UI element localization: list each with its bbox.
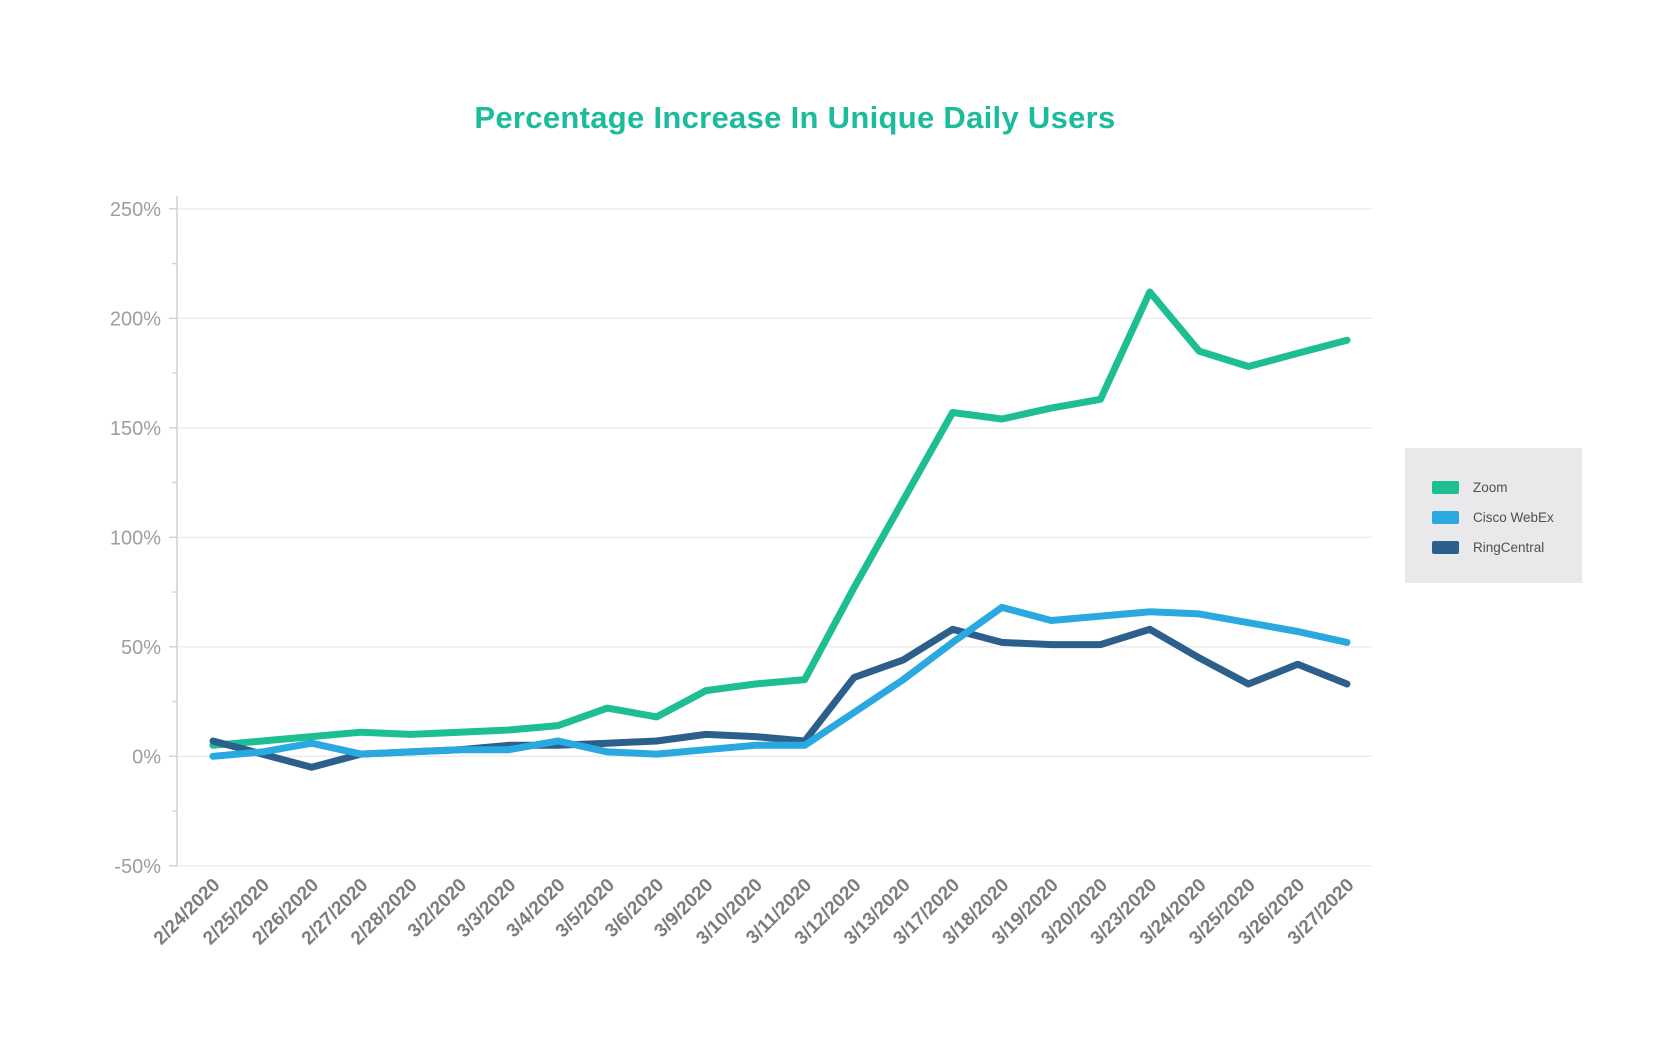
y-tick-label: 50% — [121, 637, 161, 659]
series-line-zoom — [209, 288, 1351, 749]
y-tick-label: 250% — [110, 199, 161, 221]
legend-item-ringcentral: RingCentral — [1432, 532, 1582, 562]
y-tick-label: 150% — [110, 418, 161, 440]
legend-label-cisco-webex: Cisco WebEx — [1473, 509, 1554, 525]
legend-label-ringcentral: RingCentral — [1473, 539, 1545, 555]
y-tick-label: 200% — [110, 308, 161, 330]
chart-title: Percentage Increase In Unique Daily User… — [474, 100, 1116, 135]
y-tick-label: 100% — [110, 527, 161, 549]
legend-item-cisco-webex: Cisco WebEx — [1432, 502, 1582, 532]
legend-swatch-zoom — [1432, 480, 1459, 494]
legend-label-zoom: Zoom — [1473, 479, 1508, 495]
legend-item-zoom: Zoom — [1432, 472, 1582, 502]
legend-swatch-cisco-webex — [1432, 510, 1459, 524]
y-tick-label: 0% — [132, 746, 161, 768]
legend-swatch-ringcentral — [1432, 540, 1459, 554]
y-tick-label: -50% — [114, 856, 161, 878]
chart-legend: Zoom Cisco WebEx RingCentral — [1405, 448, 1582, 583]
series-line-cisco-webex — [209, 603, 1351, 760]
